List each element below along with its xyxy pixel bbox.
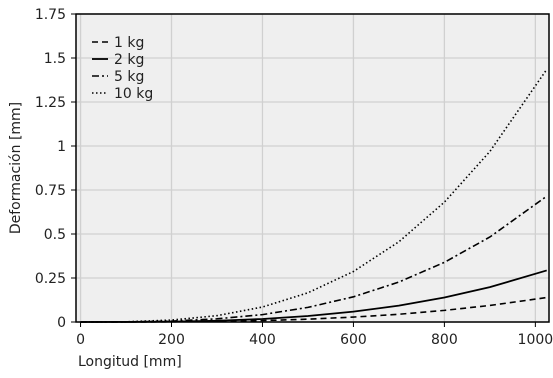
x-tick-label: 200 [158,332,185,348]
plot-frame [75,13,550,323]
legend-label: 1 kg [114,35,144,51]
y-tick-label: 1.5 [44,51,66,67]
x-axis-ticks: 0 200 400 600 800 1000 [76,322,553,348]
y-tick-label: 0.75 [35,183,66,199]
y-tick-label: 0.25 [35,271,66,287]
y-tick-label: 1 [57,139,66,155]
y-tick-label: 0.5 [44,227,66,243]
legend-label: 10 kg [114,86,153,102]
y-tick-label: 1.75 [35,7,66,23]
y-axis-label: Deformación [mm] [8,102,24,234]
plot-area [76,14,549,322]
y-tick-label: 1.25 [35,95,66,111]
legend-label: 2 kg [114,52,144,68]
x-tick-label: 400 [249,332,276,348]
legend-label: 5 kg [114,69,144,85]
y-axis-ticks: 0 0.25 0.5 0.75 1 1.25 1.5 1.75 [35,7,76,331]
x-tick-label: 0 [76,332,85,348]
y-tick-label: 0 [57,315,66,331]
x-tick-label: 1000 [518,332,553,348]
x-tick-label: 600 [340,332,367,348]
x-axis-label: Longitud [mm] [78,354,182,370]
x-tick-label: 800 [431,332,458,348]
